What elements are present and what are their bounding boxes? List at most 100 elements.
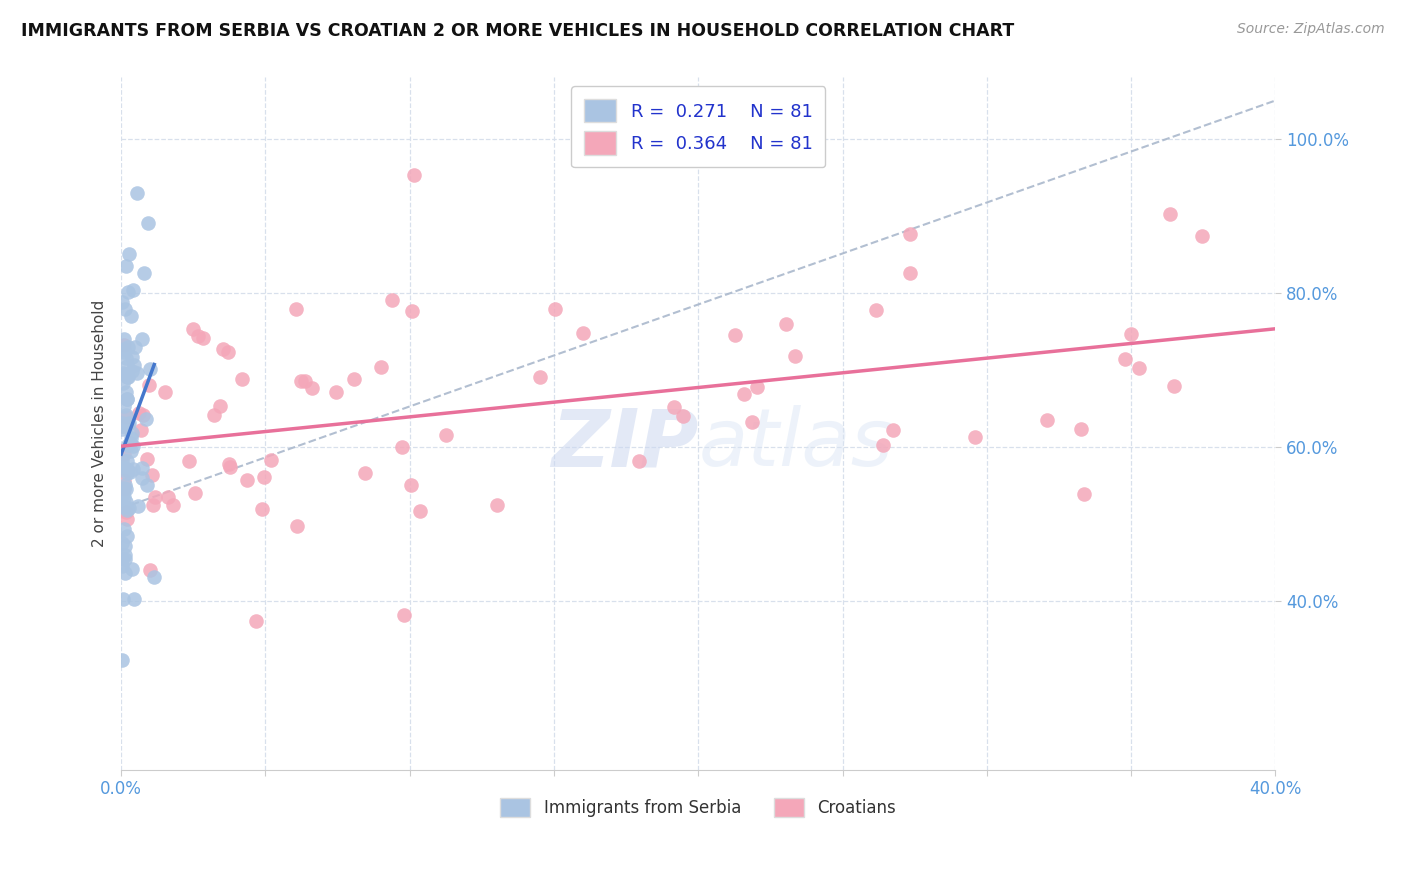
Point <box>485 498 508 512</box>
Point <box>112 483 135 497</box>
Point <box>112 333 135 347</box>
Point <box>409 504 432 518</box>
Text: IMMIGRANTS FROM SERBIA VS CROATIAN 2 OR MORE VEHICLES IN HOUSEHOLD CORRELATION C: IMMIGRANTS FROM SERBIA VS CROATIAN 2 OR … <box>21 22 1014 40</box>
Point <box>112 447 135 461</box>
Point <box>963 430 986 444</box>
Point <box>122 462 145 476</box>
Point <box>177 454 200 468</box>
Point <box>572 326 595 340</box>
Point <box>121 364 143 378</box>
Point <box>124 591 146 606</box>
Point <box>114 505 136 519</box>
Point <box>202 408 225 422</box>
Point <box>139 563 162 577</box>
Point <box>143 490 166 504</box>
Point <box>325 384 347 399</box>
Point <box>115 392 138 406</box>
Point <box>217 344 239 359</box>
Point <box>118 246 141 260</box>
Point <box>112 338 135 352</box>
Point <box>110 422 132 436</box>
Y-axis label: 2 or more Vehicles in Household: 2 or more Vehicles in Household <box>93 300 107 548</box>
Point <box>287 518 309 533</box>
Point <box>122 358 145 372</box>
Point <box>112 366 135 380</box>
Point <box>115 463 138 477</box>
Point <box>139 362 162 376</box>
Point <box>114 566 136 580</box>
Point <box>1070 422 1092 436</box>
Point <box>122 439 145 453</box>
Point <box>135 412 157 426</box>
Point <box>391 440 413 454</box>
Point <box>120 309 142 323</box>
Point <box>118 500 141 515</box>
Point <box>1073 487 1095 501</box>
Point <box>136 215 159 229</box>
Point <box>121 562 143 576</box>
Point <box>111 295 134 310</box>
Point <box>124 340 146 354</box>
Point <box>733 387 755 401</box>
Point <box>184 485 207 500</box>
Point <box>115 511 138 525</box>
Point <box>114 461 136 475</box>
Point <box>111 536 134 550</box>
Point <box>118 465 141 479</box>
Point <box>402 169 425 183</box>
Point <box>120 431 142 445</box>
Point <box>672 409 695 423</box>
Point <box>343 371 366 385</box>
Point <box>250 502 273 516</box>
Point <box>115 529 138 543</box>
Point <box>131 408 153 422</box>
Point <box>115 409 138 423</box>
Point <box>122 284 145 298</box>
Point <box>115 410 138 425</box>
Point <box>211 342 233 356</box>
Point <box>115 503 138 517</box>
Point <box>127 186 149 200</box>
Point <box>117 416 139 430</box>
Point <box>111 592 134 607</box>
Point <box>111 419 134 434</box>
Point <box>115 466 138 480</box>
Point <box>872 438 894 452</box>
Point <box>117 370 139 384</box>
Point <box>112 485 135 500</box>
Point <box>193 331 215 345</box>
Point <box>117 417 139 431</box>
Point <box>114 552 136 566</box>
Point <box>112 376 135 390</box>
Point <box>121 426 143 441</box>
Point <box>127 500 149 514</box>
Point <box>112 522 135 536</box>
Point <box>110 488 132 502</box>
Point <box>117 438 139 452</box>
Point <box>111 452 134 467</box>
Point <box>775 317 797 331</box>
Point <box>1035 413 1057 427</box>
Point <box>209 399 232 413</box>
Point <box>112 481 135 495</box>
Point <box>381 293 404 307</box>
Point <box>121 350 143 364</box>
Point <box>141 467 163 482</box>
Point <box>231 371 253 385</box>
Point <box>138 377 160 392</box>
Point <box>218 460 240 475</box>
Point <box>785 349 807 363</box>
Point <box>434 428 457 442</box>
Point <box>153 385 176 400</box>
Point <box>143 570 166 584</box>
Point <box>284 301 307 316</box>
Point <box>1191 228 1213 243</box>
Point <box>111 653 134 667</box>
Point <box>129 423 152 437</box>
Point <box>111 418 134 433</box>
Point <box>112 343 135 357</box>
Point <box>301 381 323 395</box>
Point <box>114 478 136 492</box>
Text: Source: ZipAtlas.com: Source: ZipAtlas.com <box>1237 22 1385 37</box>
Point <box>1128 361 1150 376</box>
